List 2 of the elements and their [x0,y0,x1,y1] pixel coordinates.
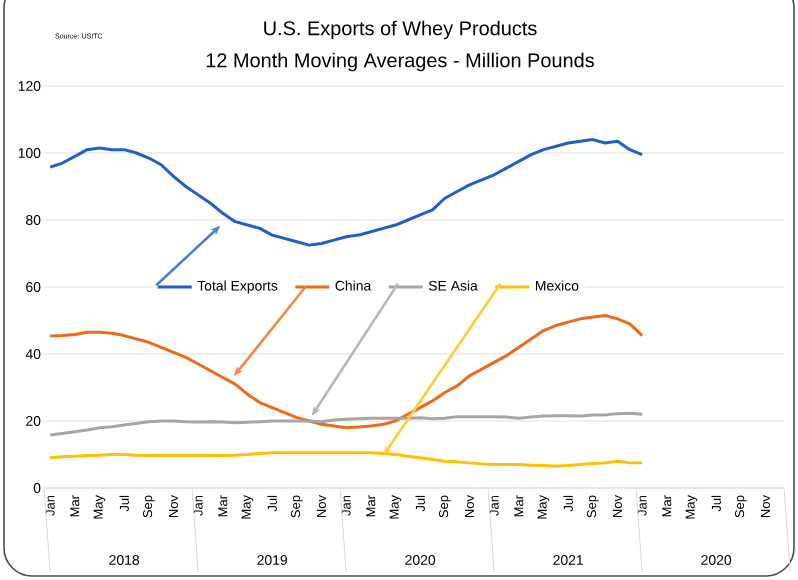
chart-subtitle: 12 Month Moving Averages - Million Pounds [206,52,594,72]
chart-title: U.S. Exports of Whey Products [264,20,537,40]
